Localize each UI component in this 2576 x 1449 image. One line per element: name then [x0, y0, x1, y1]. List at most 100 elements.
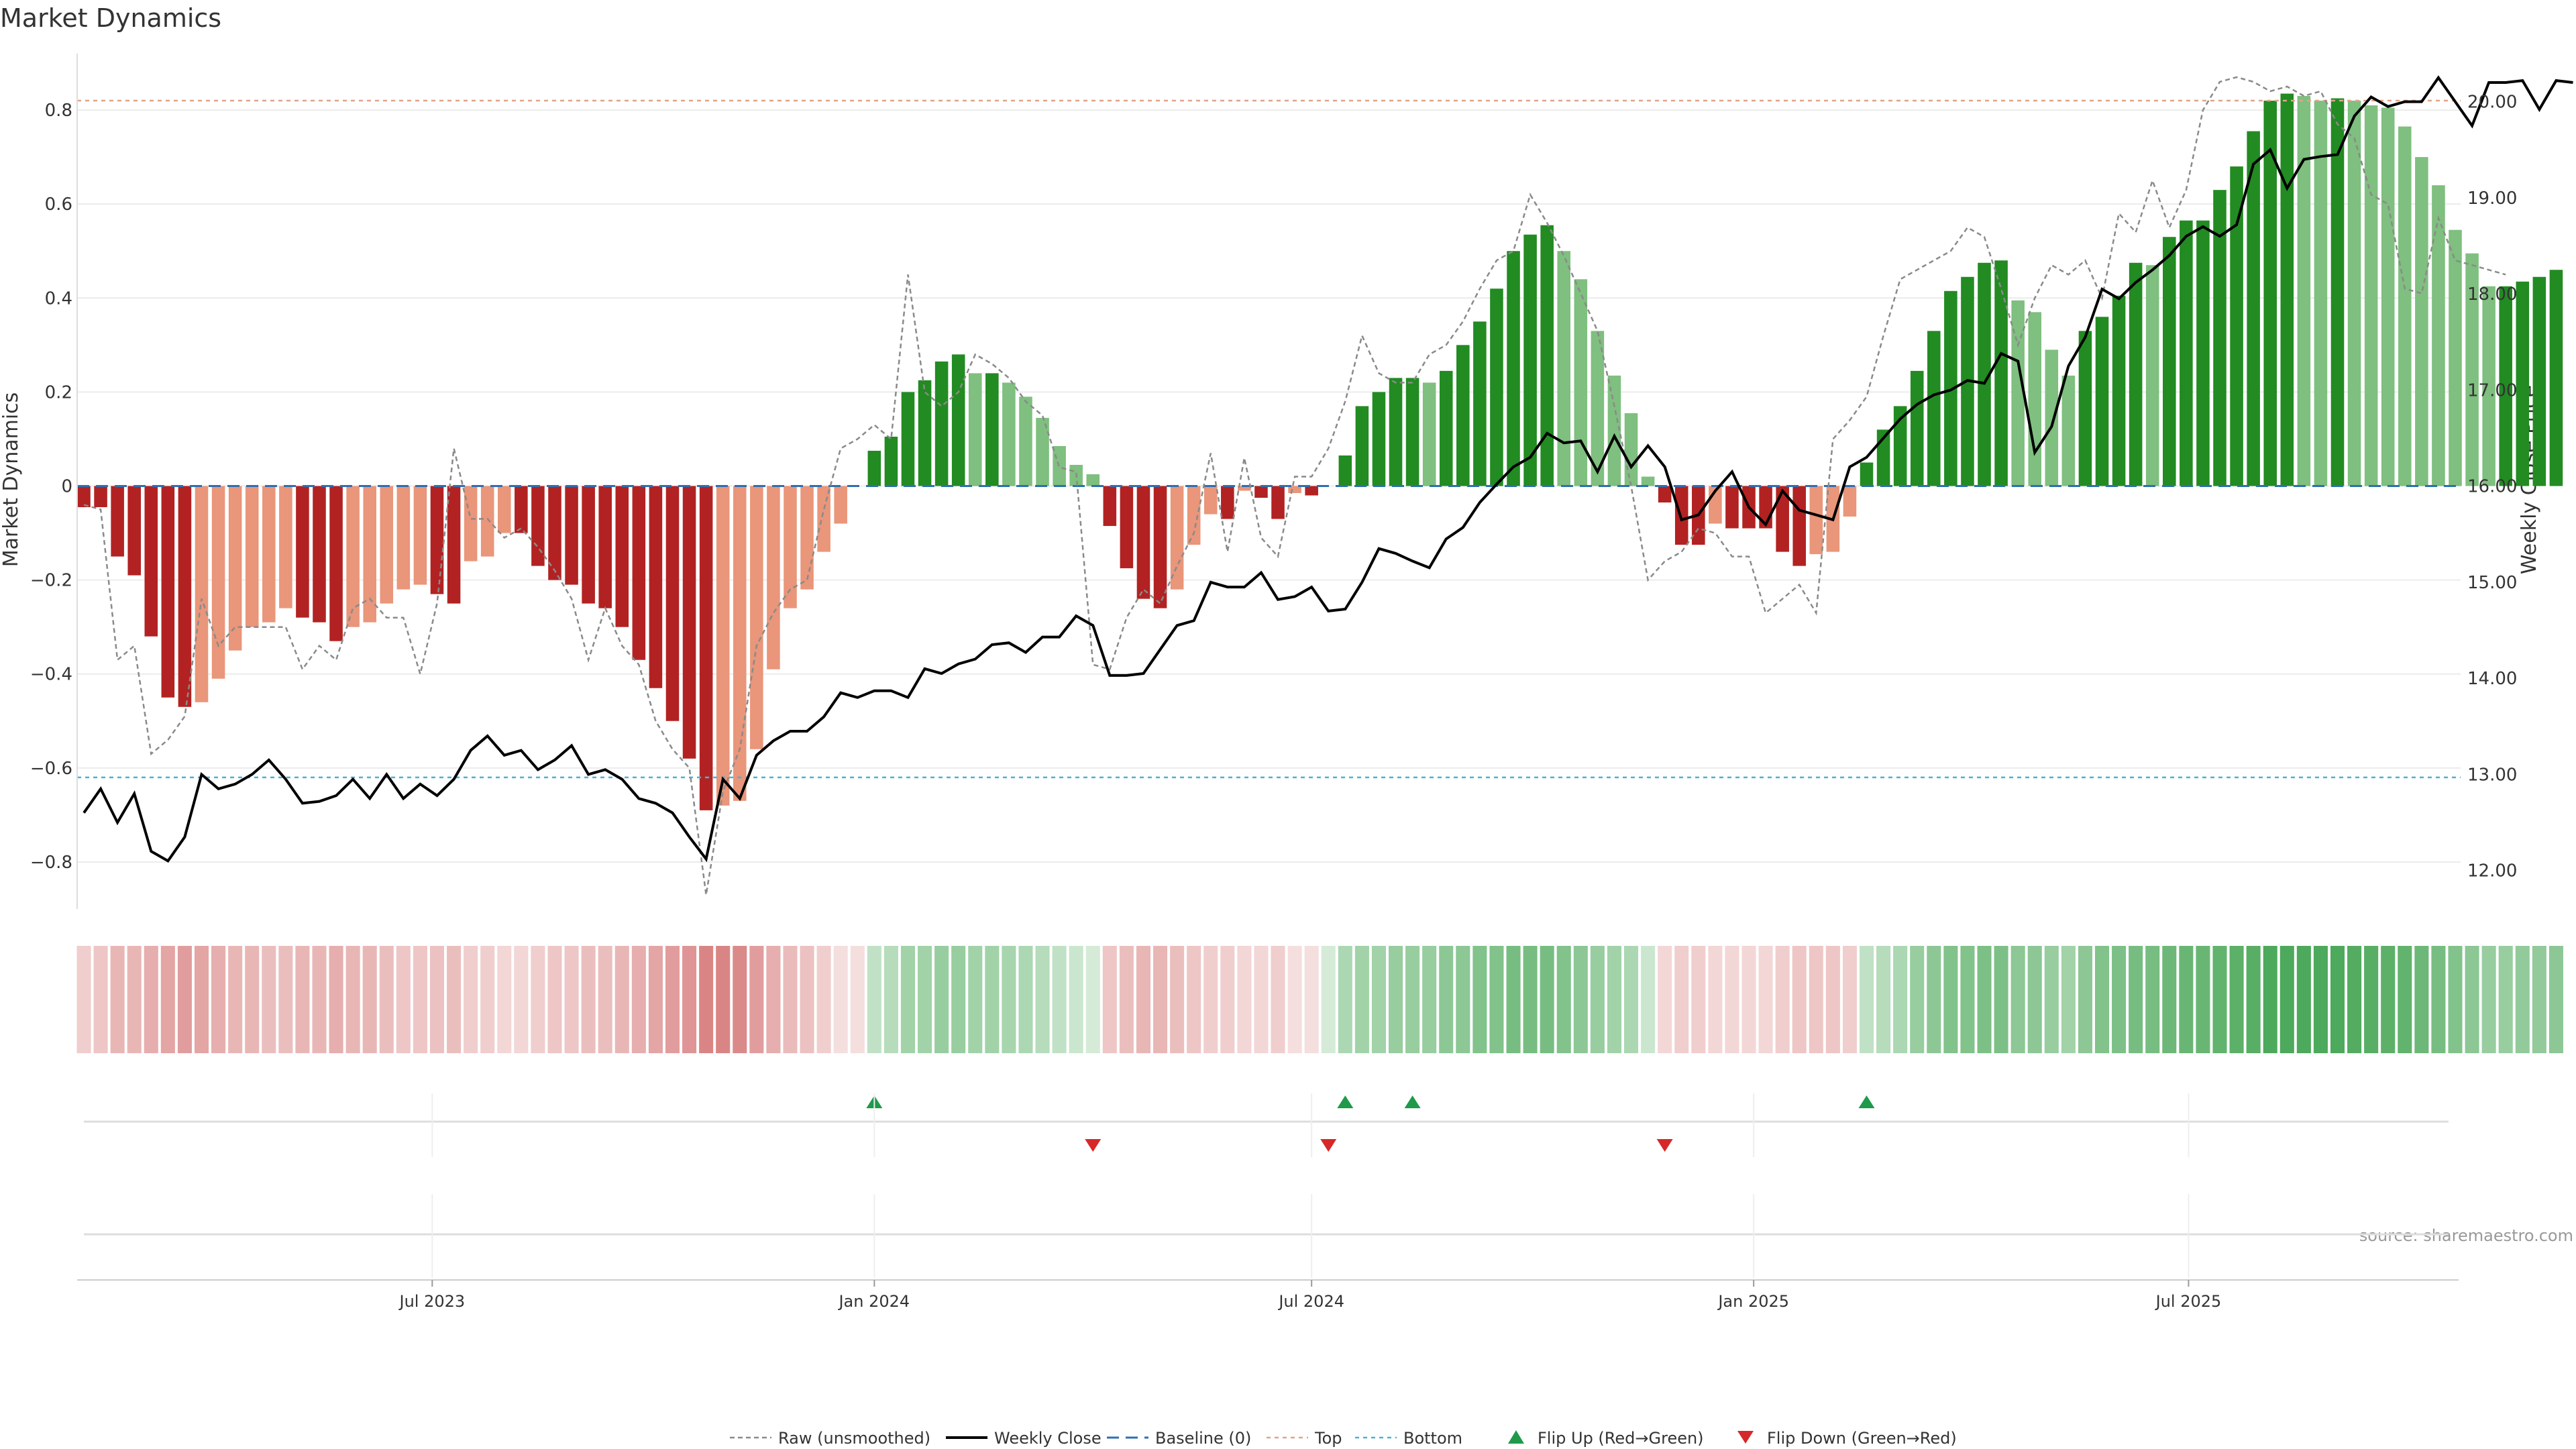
- heat-cell: [934, 946, 949, 1053]
- dynamics-bar: [531, 486, 545, 566]
- heat-cell: [900, 946, 916, 1053]
- heat-cell: [2398, 946, 2412, 1053]
- dynamics-bar: [1086, 474, 1100, 486]
- heat-cell: [1590, 946, 1605, 1053]
- legend-swatch-flip-down: [1737, 1431, 1754, 1444]
- heat-cell: [1641, 946, 1656, 1053]
- dynamics-bar: [1002, 382, 1016, 486]
- heat-cell: [2246, 946, 2261, 1053]
- dynamics-bar: [127, 486, 141, 576]
- heat-cell: [1842, 946, 1857, 1053]
- dynamics-bar: [1238, 486, 1251, 491]
- dynamics-bar: [1405, 378, 1419, 486]
- dynamics-bar: [1860, 462, 1874, 486]
- flip-up-marker: [1404, 1095, 1421, 1108]
- dynamics-bar: [1540, 225, 1554, 486]
- dynamics-bar: [699, 486, 713, 810]
- heat-strip: [76, 946, 2563, 1053]
- heat-cell: [464, 946, 478, 1053]
- dynamics-bar: [2432, 185, 2445, 486]
- dynamics-bar: [1422, 382, 1436, 486]
- heat-cell: [631, 946, 646, 1053]
- heat-cell: [1018, 946, 1033, 1053]
- heat-cell: [1809, 946, 1823, 1053]
- dynamics-bar: [1507, 251, 1520, 486]
- heat-cell: [379, 946, 394, 1053]
- heat-cell: [833, 946, 848, 1053]
- dynamics-bar: [1221, 486, 1234, 519]
- heat-cell: [598, 946, 612, 1053]
- dynamics-bar: [2045, 350, 2059, 486]
- heat-cell: [1775, 946, 1790, 1053]
- dynamics-bar: [1624, 413, 1638, 486]
- heat-cell: [951, 946, 966, 1053]
- heat-cell: [2212, 946, 2227, 1053]
- dynamics-bar: [1036, 417, 1049, 486]
- heat-cell: [2364, 946, 2379, 1053]
- dynamics-bar: [2549, 270, 2563, 486]
- heat-cell: [1927, 946, 1941, 1053]
- y-tick-left-label: 0.6: [45, 195, 72, 215]
- heat-cell: [985, 946, 1000, 1053]
- source-label: source: sharemaestro.com: [2359, 1226, 2573, 1245]
- dynamics-bar: [2314, 101, 2328, 486]
- y-tick-right-label: 15.00: [2467, 573, 2517, 593]
- heat-cell: [1674, 946, 1689, 1053]
- heat-cell: [1691, 946, 1706, 1053]
- heat-cell: [1725, 946, 1739, 1053]
- dynamics-bar: [279, 486, 292, 608]
- heat-cell: [699, 946, 714, 1053]
- axis-layer: 0.8 0.6 0.4 0.2 0 −0.2 −0.4 −0.6 −0.8 20.00 19.00 1…: [30, 54, 2517, 909]
- heat-cell: [2532, 946, 2546, 1053]
- heat-cell: [497, 946, 512, 1053]
- heat-cell: [2296, 946, 2311, 1053]
- dynamics-bar: [1203, 486, 1218, 515]
- dynamics-bar: [1776, 486, 1789, 552]
- heat-cell: [2044, 946, 2059, 1053]
- y-tick-left-label: 0.2: [45, 382, 72, 402]
- heat-cell: [1758, 946, 1773, 1053]
- time-axis: Jul 2023 Jan 2024 Jul 2024 Jan 2025 Jul 2025: [77, 1093, 2459, 1311]
- dynamics-bar: [565, 486, 578, 585]
- dynamics-bar: [1725, 486, 1739, 529]
- heat-cell: [1203, 946, 1218, 1053]
- heat-cell: [968, 946, 983, 1053]
- heat-cell: [547, 946, 562, 1053]
- heat-cell: [2279, 946, 2294, 1053]
- heat-cell: [1136, 946, 1150, 1053]
- dynamics-bar: [2163, 237, 2176, 486]
- heat-cell: [648, 946, 663, 1053]
- heat-cell: [228, 946, 243, 1053]
- dynamics-bar: [497, 486, 511, 533]
- heat-cell: [665, 946, 680, 1053]
- dynamics-bar: [1372, 392, 1386, 486]
- heat-cell: [733, 946, 747, 1053]
- heat-cell: [312, 946, 327, 1053]
- heat-cell: [2431, 946, 2446, 1053]
- heat-cell: [1170, 946, 1185, 1053]
- heat-cell: [362, 946, 377, 1053]
- dynamics-bar: [2449, 229, 2462, 486]
- heat-cell: [1371, 946, 1386, 1053]
- heat-cell: [2414, 946, 2429, 1053]
- dynamics-bar: [2415, 157, 2428, 486]
- heat-cell: [766, 946, 781, 1053]
- heat-cell: [883, 946, 898, 1053]
- dynamics-bar: [951, 354, 965, 486]
- line-layer: [77, 75, 2573, 896]
- heat-cell: [1287, 946, 1302, 1053]
- heat-cell: [127, 946, 142, 1053]
- flip-up-marker: [1337, 1095, 1354, 1108]
- dynamics-bar: [262, 486, 276, 623]
- heat-cell: [867, 946, 881, 1053]
- heat-cell: [245, 946, 260, 1053]
- legend-label: Top: [1314, 1429, 1342, 1448]
- heat-cell: [1489, 946, 1504, 1053]
- flip-down-marker: [1656, 1139, 1673, 1152]
- dynamics-bar: [1473, 321, 1487, 486]
- dynamics-bar: [582, 486, 595, 604]
- grid-layer: [77, 109, 2461, 863]
- dynamics-bar: [413, 486, 427, 585]
- dynamics-bar: [1136, 486, 1150, 599]
- heat-cell: [2515, 946, 2530, 1053]
